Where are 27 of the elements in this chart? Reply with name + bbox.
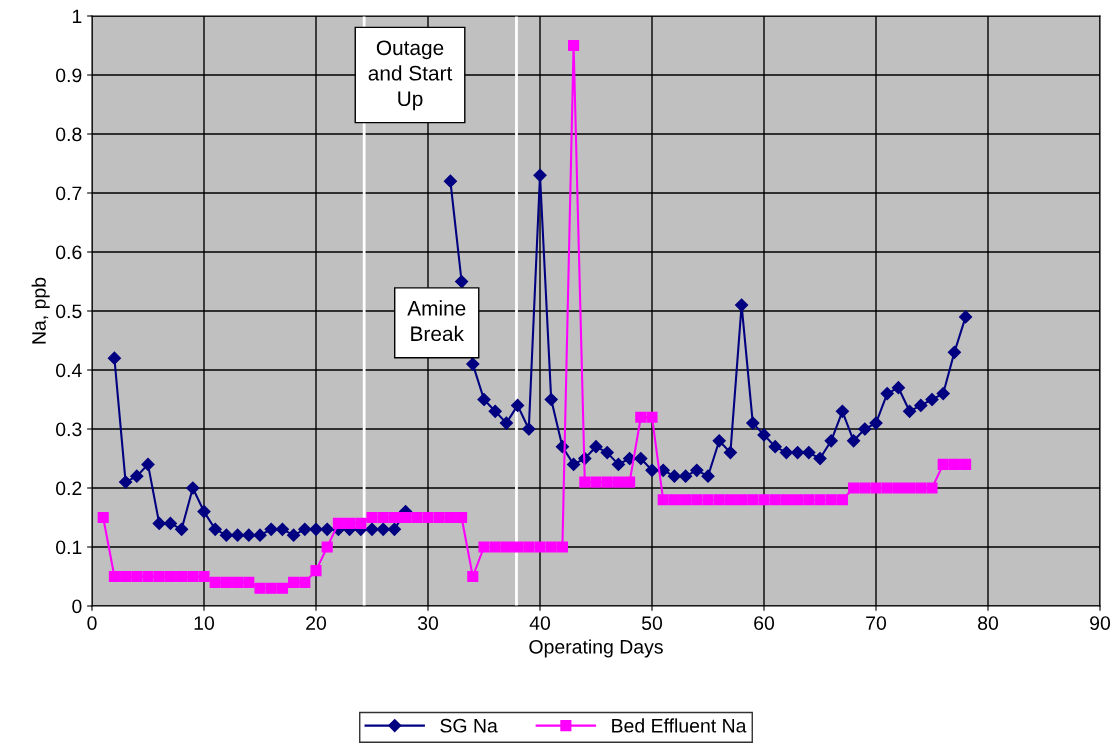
y-tick-label: 0.1 [56,540,82,555]
x-tick-label: 90 [1090,616,1111,630]
y-tick-label: 0.6 [56,245,82,260]
y-tick-label: 0 [72,599,82,614]
y-axis-title: Na, ppb [31,277,50,344]
y-tick-label: 1 [72,9,82,24]
legend-label: Bed Effluent Na [612,718,747,733]
y-tick-label: 0.4 [56,363,82,378]
x-axis-title: Operating Days [529,639,663,658]
x-tick-label: 30 [417,616,439,630]
x-tick-label: 0 [87,616,97,630]
x-tick-label: 10 [194,616,215,630]
x-tick-label: 40 [529,616,551,630]
x-tick-label: 70 [866,616,887,630]
x-tick-label: 20 [306,616,327,630]
y-tick-label: 0.9 [56,68,82,83]
annotation: Outage and Start Up [368,40,453,111]
legend-label: SG Na [440,718,498,733]
y-tick-label: 0.5 [56,304,82,319]
y-tick-label: 0.7 [56,186,82,201]
x-tick-label: 80 [978,616,999,630]
x-tick-label: 50 [641,616,663,630]
y-tick-label: 0.8 [56,127,82,142]
y-tick-label: 0.3 [56,422,82,437]
x-tick-label: 60 [754,616,775,630]
annotation: Amine Break [407,300,466,342]
y-tick-label: 0.2 [56,481,82,496]
